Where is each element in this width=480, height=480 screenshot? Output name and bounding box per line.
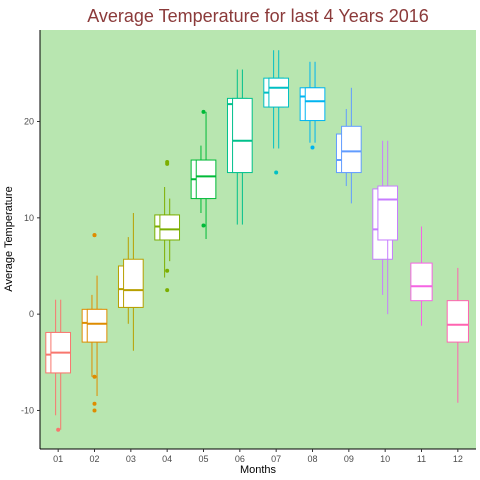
y-tick-label: -10 bbox=[21, 405, 34, 415]
x-tick-label: 05 bbox=[198, 454, 208, 464]
outlier-point bbox=[201, 109, 206, 114]
month-04-boxplot bbox=[154, 159, 181, 293]
x-tick-label: 01 bbox=[53, 454, 63, 464]
iqr-box bbox=[446, 300, 469, 343]
outlier-point bbox=[274, 170, 279, 175]
x-tick-label: 12 bbox=[453, 454, 463, 464]
outlier-point bbox=[92, 408, 97, 413]
iqr-box bbox=[195, 159, 217, 200]
x-tick-label: 09 bbox=[344, 454, 354, 464]
plot-marks bbox=[45, 50, 469, 432]
y-tick-label: 0 bbox=[29, 309, 34, 319]
iqr-box bbox=[268, 77, 290, 108]
month-02-boxplot bbox=[81, 233, 108, 413]
month-09-boxplot bbox=[335, 87, 362, 204]
x-tick-label: 07 bbox=[271, 454, 281, 464]
iqr-box bbox=[377, 185, 399, 241]
outlier-point bbox=[92, 233, 97, 238]
y-tick-label: 10 bbox=[24, 213, 34, 223]
x-tick-label: 04 bbox=[162, 454, 172, 464]
x-tick-label: 02 bbox=[89, 454, 99, 464]
month-07-boxplot bbox=[263, 50, 290, 175]
iqr-box bbox=[304, 87, 326, 122]
iqr-box bbox=[159, 214, 181, 241]
month-10-boxplot bbox=[372, 140, 399, 315]
iqr-box bbox=[410, 262, 433, 302]
x-tick-label: 08 bbox=[307, 454, 317, 464]
month-03-boxplot bbox=[117, 213, 144, 351]
month-01-boxplot bbox=[45, 299, 72, 432]
x-tick-label: 10 bbox=[380, 454, 390, 464]
plot-panel bbox=[40, 30, 476, 449]
x-tick-label: 06 bbox=[235, 454, 245, 464]
month-11-boxplot bbox=[410, 226, 433, 326]
x-tick-label: 03 bbox=[126, 454, 136, 464]
outlier-point bbox=[165, 268, 170, 273]
chart-title: Average Temperature for last 4 Years 201… bbox=[87, 6, 429, 26]
x-axis-ticks: 01 02 03 04 05 06 07 08 09 10 11 12 bbox=[53, 449, 463, 464]
iqr-box bbox=[341, 125, 362, 174]
y-axis-title: Average Temperature bbox=[3, 186, 15, 291]
outlier-point bbox=[92, 374, 97, 379]
y-axis-ticks: -10 0 10 20 bbox=[21, 117, 40, 415]
x-axis-title: Months bbox=[240, 464, 277, 476]
outlier-point bbox=[310, 145, 315, 150]
outlier-point bbox=[92, 401, 97, 406]
outlier-point bbox=[165, 288, 170, 293]
outlier-point bbox=[165, 161, 170, 166]
month-05-boxplot bbox=[190, 109, 217, 240]
iqr-box bbox=[123, 258, 144, 308]
month-08-boxplot bbox=[299, 61, 326, 150]
iqr-box bbox=[86, 308, 108, 343]
outlier-point bbox=[201, 223, 206, 228]
y-tick-label: 20 bbox=[24, 117, 34, 127]
x-tick-label: 11 bbox=[417, 454, 426, 464]
iqr-box bbox=[232, 97, 253, 174]
month-06-boxplot bbox=[226, 69, 253, 225]
outlier-point bbox=[56, 427, 61, 432]
month-12-boxplot bbox=[446, 267, 469, 403]
